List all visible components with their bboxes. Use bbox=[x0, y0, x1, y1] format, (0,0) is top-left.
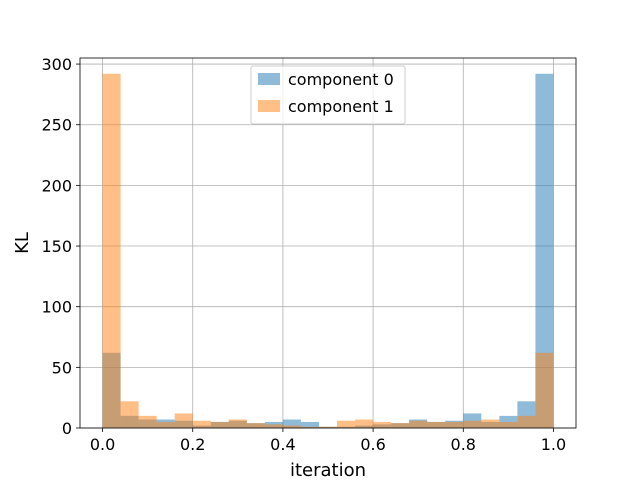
bar-component-1-bin-21 bbox=[481, 419, 500, 428]
x-tick-label: 1.0 bbox=[541, 435, 566, 454]
y-tick-label: 300 bbox=[41, 55, 72, 74]
y-tick-label: 250 bbox=[41, 116, 72, 135]
bar-component-1-bin-23 bbox=[517, 415, 536, 428]
bar-component-0-bin-24 bbox=[535, 73, 554, 428]
plot-frame bbox=[79, 57, 577, 429]
legend: component 0 component 1 bbox=[250, 65, 406, 125]
bar-component-1-bin-3 bbox=[156, 421, 175, 428]
bar-component-0-bin-10 bbox=[282, 419, 301, 428]
bar-component-1-bin-2 bbox=[138, 415, 157, 428]
legend-frame bbox=[250, 65, 406, 125]
bar-component-1-bin-6 bbox=[210, 421, 229, 428]
bar-component-1-bin-20 bbox=[463, 420, 482, 428]
x-tick-label: 0.4 bbox=[270, 435, 295, 454]
y-tick-label: 150 bbox=[41, 237, 72, 256]
x-axis-ticks: 0.0 0.2 0.4 0.6 0.8 1.0 bbox=[90, 428, 566, 454]
y-tick-label: 0 bbox=[62, 419, 72, 438]
bar-component-1-bin-24 bbox=[535, 352, 554, 428]
bar-component-1-bin-5 bbox=[192, 420, 211, 428]
bar-component-1-bin-12 bbox=[318, 426, 338, 428]
bar-component-1-bin-11 bbox=[300, 426, 319, 428]
y-tick-label: 50 bbox=[52, 358, 72, 377]
y-axis-label: KL bbox=[12, 232, 33, 254]
x-tick-label: 0.8 bbox=[451, 435, 476, 454]
legend-label-component-0: component 0 bbox=[288, 70, 394, 89]
bar-component-1-bin-19 bbox=[445, 421, 464, 428]
x-tick-label: 0.2 bbox=[180, 435, 205, 454]
bar-component-1-bin-10 bbox=[282, 425, 301, 428]
bar-component-1-bin-16 bbox=[391, 423, 410, 428]
y-tick-label: 200 bbox=[41, 176, 72, 195]
y-tick-label: 100 bbox=[41, 298, 72, 317]
bar-component-0-bin-11 bbox=[300, 421, 319, 428]
bar-component-1-bin-17 bbox=[409, 420, 428, 428]
histogram-bars bbox=[102, 73, 554, 428]
bar-component-1-bin-9 bbox=[264, 424, 283, 428]
x-tick-label: 0.6 bbox=[360, 435, 385, 454]
bar-component-1-bin-13 bbox=[337, 420, 356, 428]
bar-component-1-bin-1 bbox=[120, 401, 139, 428]
bar-component-1-bin-18 bbox=[427, 421, 446, 428]
legend-label-component-1: component 1 bbox=[288, 97, 394, 116]
bar-component-1-bin-14 bbox=[355, 419, 374, 428]
x-axis-label: iteration bbox=[290, 460, 366, 480]
bar-component-1-bin-22 bbox=[499, 421, 518, 428]
legend-swatch-component-0 bbox=[258, 73, 280, 85]
bar-component-1-bin-8 bbox=[246, 423, 265, 428]
bar-component-1-bin-15 bbox=[373, 421, 392, 428]
bar-component-1-bin-7 bbox=[228, 419, 247, 428]
bar-component-1-bin-4 bbox=[174, 413, 193, 428]
bar-component-1-bin-0 bbox=[102, 73, 121, 428]
y-axis-ticks: 0 50 100 150 200 250 300 bbox=[41, 55, 80, 438]
legend-swatch-component-1 bbox=[258, 100, 280, 112]
x-tick-label: 0.0 bbox=[90, 435, 115, 454]
